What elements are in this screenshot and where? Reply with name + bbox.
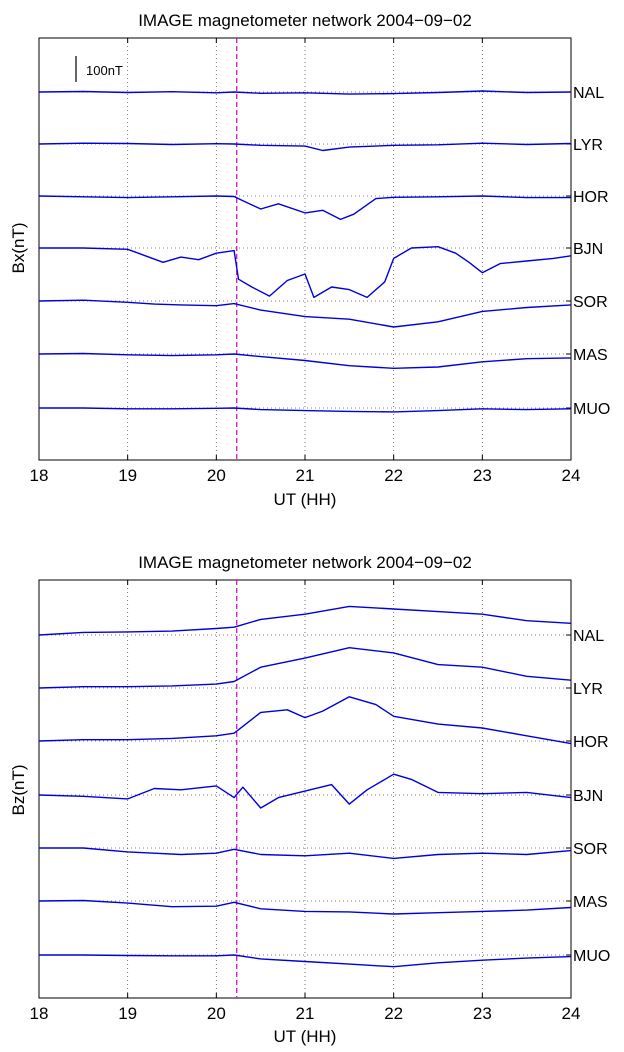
bz-x-tick-label: 19 — [118, 1004, 137, 1023]
bz-x-tick-label: 20 — [207, 1004, 226, 1023]
bz-x-tick-label: 23 — [473, 1004, 492, 1023]
bx-x-axis-label: UT (HH) — [274, 490, 337, 509]
bz-series-muo — [39, 954, 572, 968]
bz-series-nal — [38, 605, 572, 636]
bx-series-muo — [39, 407, 572, 413]
bx-series-mas — [38, 352, 572, 369]
bz-series-hor — [38, 696, 572, 745]
bx-x-tick-label: 19 — [118, 466, 137, 485]
bx-x-tick-labels: 18 19 20 21 22 23 24 — [30, 466, 581, 485]
bx-series-hor — [38, 195, 571, 221]
bx-station-label-lyr: LYR — [573, 137, 603, 154]
bx-station-labels: NAL LYR HOR BJN SOR MAS MUO — [573, 85, 610, 418]
bx-station-label-bjn: BJN — [573, 241, 603, 258]
bz-series-mas — [38, 899, 572, 915]
bz-station-label-muo: MUO — [573, 948, 610, 965]
bz-x-axis-label: UT (HH) — [274, 1027, 337, 1046]
bx-x-tick-label: 21 — [296, 466, 315, 485]
bx-station-label-nal: NAL — [573, 85, 604, 102]
bx-station-label-muo: MUO — [573, 401, 610, 418]
bz-series-bjn — [38, 773, 572, 809]
bz-station-label-bjn: BJN — [573, 788, 603, 805]
bz-x-tick-label: 21 — [296, 1004, 315, 1023]
bx-x-tick-label: 20 — [207, 466, 226, 485]
bx-station-label-sor: SOR — [573, 294, 608, 311]
bz-panel: IMAGE magnetometer network 2004−09−02 Bz… — [9, 553, 610, 1046]
bx-panel: IMAGE magnetometer network 2004−09−02 Bx… — [9, 11, 610, 509]
bx-x-tick-label: 22 — [384, 466, 403, 485]
bz-station-label-hor: HOR — [573, 734, 609, 751]
bx-series-sor — [38, 299, 572, 328]
bx-series-nal — [38, 90, 572, 95]
bz-grid — [39, 580, 571, 998]
bz-station-label-sor: SOR — [573, 841, 608, 858]
bz-chart-title: IMAGE magnetometer network 2004−09−02 — [138, 553, 472, 572]
bx-y-axis-label: Bx(nT) — [9, 223, 28, 274]
bz-x-tick-label: 24 — [562, 1004, 581, 1023]
bz-y-axis-label: Bz(nT) — [9, 765, 28, 816]
bz-x-tick-label: 18 — [30, 1004, 49, 1023]
bz-x-tick-labels: 18 19 20 21 22 23 24 — [30, 1004, 581, 1023]
bz-station-label-nal: NAL — [573, 628, 604, 645]
bz-station-label-mas: MAS — [573, 894, 608, 911]
bx-x-tick-label: 23 — [473, 466, 492, 485]
bx-x-tick-label: 24 — [562, 466, 581, 485]
bx-x-tick-label: 18 — [30, 466, 49, 485]
bx-series-lyr — [38, 142, 572, 152]
bz-x-tick-label: 22 — [384, 1004, 403, 1023]
bz-station-label-lyr: LYR — [573, 681, 603, 698]
bz-station-labels: NAL LYR HOR BJN SOR MAS MUO — [573, 628, 610, 965]
bx-chart-title: IMAGE magnetometer network 2004−09−02 — [138, 11, 472, 30]
bx-series-bjn — [39, 245, 572, 299]
bx-station-label-hor: HOR — [573, 189, 609, 206]
bz-series-sor — [39, 847, 572, 860]
scale-bar-label: 100nT — [86, 63, 123, 78]
bz-series-lyr — [38, 647, 572, 689]
bx-station-label-mas: MAS — [573, 347, 608, 364]
